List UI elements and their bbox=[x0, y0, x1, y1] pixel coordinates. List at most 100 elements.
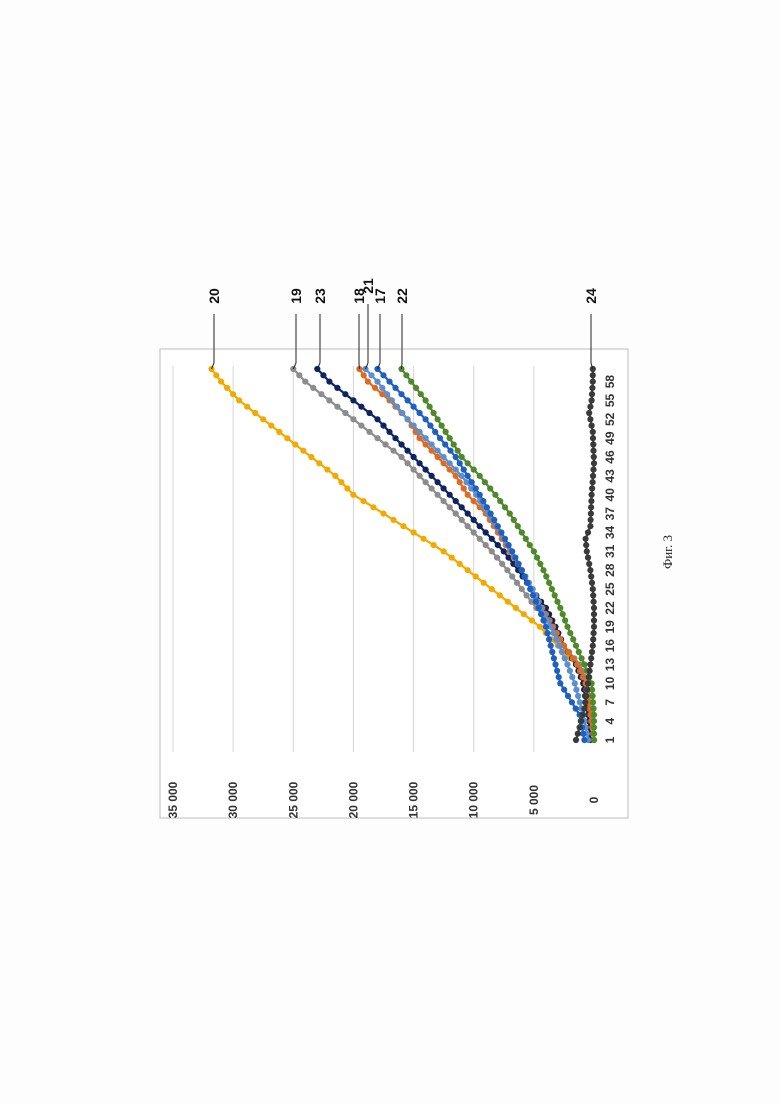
data-point bbox=[591, 718, 597, 724]
data-point bbox=[423, 479, 429, 485]
data-point bbox=[554, 599, 560, 605]
data-point bbox=[585, 529, 591, 535]
data-point bbox=[477, 473, 483, 479]
data-point bbox=[591, 454, 597, 460]
data-point bbox=[570, 636, 576, 642]
data-point bbox=[477, 536, 483, 542]
data-point bbox=[583, 536, 589, 542]
data-point bbox=[437, 435, 443, 441]
data-point bbox=[342, 391, 348, 397]
data-point bbox=[589, 649, 595, 655]
data-point bbox=[497, 498, 503, 504]
data-point bbox=[499, 561, 505, 567]
data-point bbox=[366, 410, 372, 416]
data-point bbox=[583, 693, 589, 699]
data-point bbox=[423, 416, 429, 422]
data-point bbox=[524, 580, 530, 586]
data-point bbox=[224, 385, 230, 391]
data-point bbox=[581, 661, 587, 667]
data-point bbox=[553, 636, 559, 642]
data-point bbox=[459, 473, 465, 479]
data-point bbox=[447, 460, 453, 466]
x-tick-label: 49 bbox=[603, 431, 617, 445]
data-point bbox=[588, 498, 594, 504]
data-point bbox=[560, 611, 566, 617]
data-point bbox=[441, 548, 447, 554]
x-tick-label: 40 bbox=[603, 488, 617, 502]
data-point bbox=[471, 498, 477, 504]
y-tick-label: 5 000 bbox=[527, 785, 541, 815]
data-point bbox=[514, 580, 520, 586]
data-point bbox=[374, 435, 380, 441]
data-point bbox=[495, 542, 501, 548]
data-point bbox=[429, 441, 435, 447]
data-point bbox=[581, 737, 587, 743]
data-point bbox=[392, 385, 398, 391]
x-tick-label: 31 bbox=[603, 544, 617, 558]
data-point bbox=[417, 429, 423, 435]
data-point bbox=[471, 467, 477, 473]
y-tick-label: 10 000 bbox=[467, 781, 481, 818]
data-point bbox=[507, 510, 513, 516]
data-point bbox=[534, 555, 540, 561]
data-point bbox=[584, 687, 590, 693]
data-point bbox=[586, 674, 592, 680]
data-point bbox=[443, 429, 449, 435]
data-point bbox=[590, 706, 596, 712]
data-point bbox=[435, 454, 441, 460]
data-point bbox=[455, 448, 461, 454]
data-point bbox=[350, 416, 356, 422]
data-point bbox=[417, 460, 423, 466]
data-point bbox=[368, 372, 374, 378]
data-point bbox=[296, 372, 302, 378]
data-point bbox=[587, 523, 593, 529]
data-point bbox=[374, 416, 380, 422]
data-point bbox=[457, 479, 463, 485]
data-point bbox=[585, 680, 591, 686]
data-point bbox=[588, 655, 594, 661]
x-tick-label: 7 bbox=[603, 699, 617, 706]
data-point bbox=[581, 706, 587, 712]
data-point bbox=[513, 605, 519, 611]
data-point bbox=[473, 573, 479, 579]
data-point bbox=[591, 737, 597, 743]
data-point bbox=[326, 379, 332, 385]
data-point bbox=[392, 435, 398, 441]
data-point bbox=[567, 668, 573, 674]
data-point bbox=[453, 473, 459, 479]
data-point bbox=[504, 567, 510, 573]
data-point bbox=[394, 404, 400, 410]
data-point bbox=[546, 580, 552, 586]
data-point bbox=[587, 416, 593, 422]
data-point bbox=[509, 573, 515, 579]
data-point bbox=[338, 479, 344, 485]
data-point bbox=[465, 523, 471, 529]
data-point bbox=[276, 429, 282, 435]
data-point bbox=[589, 397, 595, 403]
data-point bbox=[411, 404, 417, 410]
data-point bbox=[379, 385, 385, 391]
data-point bbox=[459, 504, 465, 510]
data-point bbox=[469, 479, 475, 485]
data-point bbox=[477, 492, 483, 498]
data-point bbox=[579, 655, 585, 661]
data-point bbox=[236, 397, 242, 403]
data-point bbox=[441, 485, 447, 491]
data-point bbox=[342, 410, 348, 416]
data-point bbox=[465, 567, 471, 573]
data-point bbox=[575, 731, 581, 737]
data-point bbox=[366, 429, 372, 435]
data-point bbox=[441, 460, 447, 466]
data-point bbox=[260, 416, 266, 422]
data-point bbox=[380, 423, 386, 429]
data-point bbox=[591, 624, 597, 630]
data-point bbox=[417, 473, 423, 479]
data-point bbox=[577, 699, 583, 705]
data-point bbox=[358, 423, 364, 429]
data-point bbox=[465, 473, 471, 479]
data-point bbox=[550, 630, 556, 636]
data-point bbox=[589, 492, 595, 498]
data-point bbox=[572, 680, 578, 686]
data-point bbox=[465, 492, 471, 498]
data-point bbox=[588, 510, 594, 516]
